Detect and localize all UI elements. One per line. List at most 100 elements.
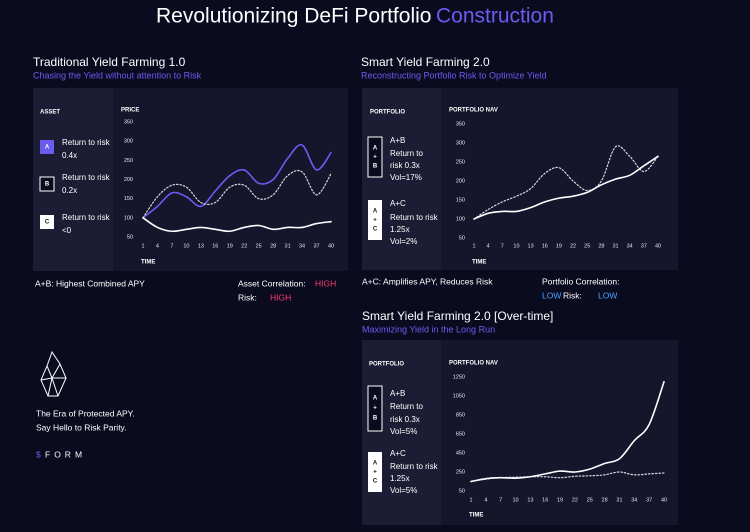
section-title: Smart Yield Farming 2.0	[361, 55, 490, 69]
x-tick-label: 19	[556, 243, 562, 249]
note: Asset Correlation:	[238, 278, 306, 288]
x-tick-label: 7	[170, 243, 173, 249]
x-tick-label: 28	[598, 243, 604, 249]
section-subtitle: Maximizing Yield in the Long Run	[362, 324, 495, 334]
badge-label: A	[373, 146, 378, 152]
y-tick-label: 100	[456, 216, 465, 222]
note: Risk:	[563, 290, 582, 300]
x-tick-label: 37	[646, 497, 652, 503]
badge-label: +	[373, 470, 377, 476]
y-tick-label: 1250	[453, 374, 465, 380]
legend-text: A+C	[390, 199, 406, 208]
legend-text: 1.25x	[390, 225, 410, 234]
badge	[367, 385, 383, 432]
x-axis-label: TIME	[472, 260, 486, 266]
x-tick-label: 16	[212, 243, 218, 249]
legend-text: A+B	[390, 389, 405, 398]
badge-label: +	[373, 406, 377, 412]
y-axis-label: PORTFOLIO NAV	[449, 361, 498, 367]
x-tick-label: 13	[527, 497, 533, 503]
badge-label: B	[373, 416, 378, 422]
y-tick-label: 350	[456, 121, 465, 127]
y-tick-label: 100	[124, 215, 133, 221]
note: Risk:	[238, 292, 257, 302]
y-tick-label: 1050	[453, 393, 465, 399]
x-tick-label: 31	[285, 243, 291, 249]
series-line	[470, 380, 665, 483]
x-tick-label: 22	[572, 497, 578, 503]
y-tick-label: 300	[124, 139, 133, 145]
x-axis-label: TIME	[469, 513, 483, 519]
legend-text: Return to risk	[62, 173, 111, 182]
badge-label: A	[373, 461, 378, 467]
note-highlight: LOW	[542, 290, 561, 300]
x-tick-label: 37	[313, 243, 319, 249]
note: A+B: Highest Combined APY	[35, 278, 145, 288]
x-tick-label: 22	[570, 243, 576, 249]
legend-text: A+C	[390, 449, 406, 458]
legend-text: Vol=2%	[390, 237, 417, 246]
badge-label: B	[373, 164, 378, 170]
y-tick-label: 150	[456, 197, 465, 203]
legend-text: Return to risk	[390, 213, 439, 222]
badge-label: +	[373, 155, 377, 161]
brand-name: FORM	[45, 449, 86, 459]
y-tick-label: 300	[456, 140, 465, 146]
x-tick-label: 28	[602, 497, 608, 503]
series-line	[142, 169, 332, 219]
y-tick-label: 200	[456, 178, 465, 184]
y-tick-label: 250	[124, 158, 133, 164]
title: Revolutionizing DeFi Portfolio	[156, 5, 431, 28]
badge	[368, 200, 382, 240]
y-tick-label: 250	[456, 469, 465, 475]
badge	[40, 140, 54, 154]
series-line	[142, 217, 332, 233]
legend-heading: ASSET	[40, 110, 60, 116]
y-tick-label: 450	[456, 450, 465, 456]
badge-label: C	[45, 220, 50, 226]
x-tick-label: 34	[299, 243, 305, 249]
y-tick-label: 350	[124, 119, 133, 125]
x-tick-label: 40	[328, 243, 334, 249]
x-tick-label: 19	[557, 497, 563, 503]
x-tick-label: 1	[141, 243, 144, 249]
badge-label: A	[45, 145, 50, 151]
x-tick-label: 19	[227, 243, 233, 249]
legend-heading: PORTFOLIO	[369, 362, 404, 368]
x-tick-label: 4	[484, 497, 487, 503]
legend-heading: PORTFOLIO	[370, 110, 405, 116]
legend-text: Return to risk	[62, 213, 111, 222]
x-tick-label: 1	[469, 497, 472, 503]
x-tick-label: 40	[655, 243, 661, 249]
x-tick-label: 1	[472, 243, 475, 249]
legend-text: A+B	[390, 136, 405, 145]
x-tick-label: 10	[183, 243, 189, 249]
legend-text: risk 0.3x	[390, 161, 420, 170]
badge-label: A	[373, 396, 378, 402]
title-accent: Construction	[436, 5, 554, 28]
legend-text: 0.2x	[62, 186, 77, 195]
y-tick-label: 650	[456, 431, 465, 437]
x-tick-label: 13	[198, 243, 204, 249]
x-tick-label: 34	[627, 243, 633, 249]
x-tick-label: 16	[542, 243, 548, 249]
y-tick-label: 50	[459, 235, 465, 241]
legend-text: <0	[62, 226, 72, 235]
note-highlight: HIGH	[315, 278, 336, 288]
x-tick-label: 37	[641, 243, 647, 249]
x-tick-label: 40	[661, 497, 667, 503]
x-tick-label: 31	[612, 243, 618, 249]
x-tick-label: 28	[270, 243, 276, 249]
y-tick-label: 150	[124, 196, 133, 202]
badge	[40, 215, 54, 229]
badge-label: C	[373, 227, 378, 233]
section-subtitle: Chasing the Yield without attention to R…	[33, 70, 202, 80]
x-tick-label: 16	[542, 497, 548, 503]
x-tick-label: 22	[241, 243, 247, 249]
x-tick-label: 25	[256, 243, 262, 249]
x-tick-label: 13	[528, 243, 534, 249]
x-tick-label: 31	[616, 497, 622, 503]
badge-label: B	[45, 182, 50, 188]
legend-text: 0.4x	[62, 151, 77, 160]
section-subtitle: Reconstructing Portfolio Risk to Optimiz…	[361, 70, 547, 80]
